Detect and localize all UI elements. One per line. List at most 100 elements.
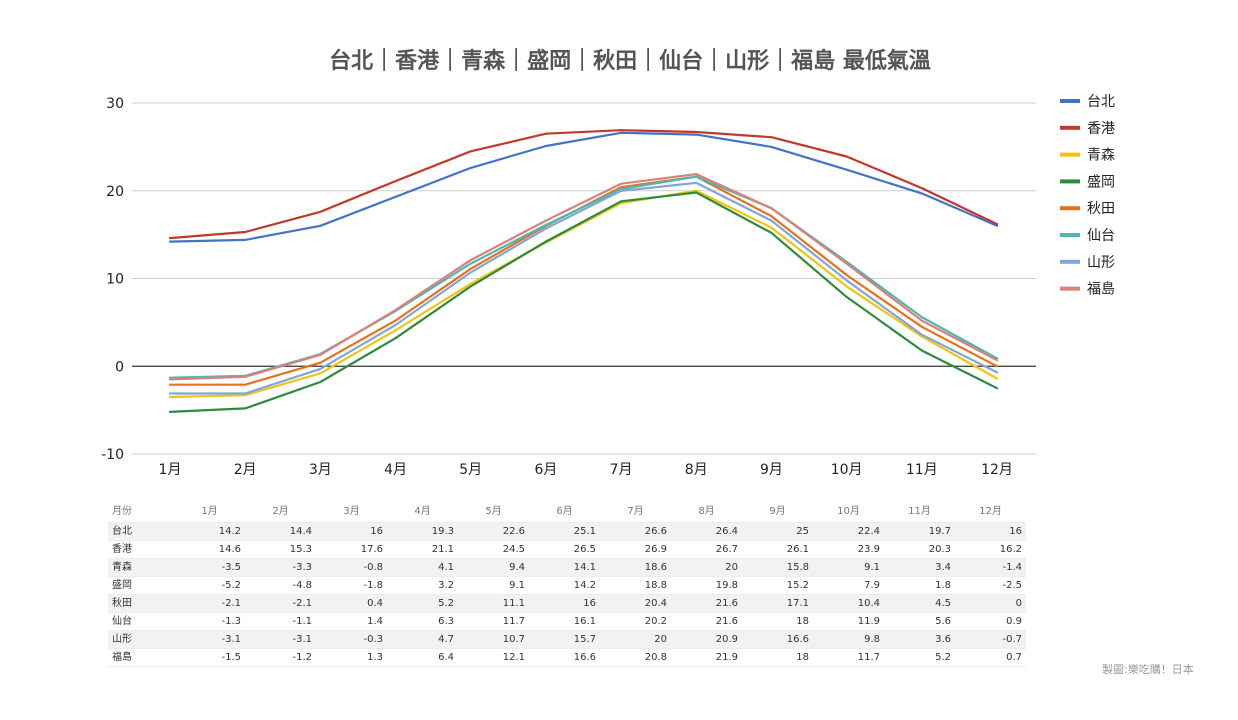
legend-swatch <box>1060 259 1080 264</box>
legend-label: 青森 <box>1087 148 1115 164</box>
table-cell: 16 <box>529 594 600 613</box>
table-cell: 18 <box>796 616 809 627</box>
table-cell: 16 <box>955 522 1026 541</box>
table-cell: 1.3 <box>367 652 383 663</box>
y-tick-label: 0 <box>115 359 124 375</box>
table-cell: 6.3 <box>438 616 454 627</box>
table-cell: 20.4 <box>600 594 671 613</box>
table-cell: 21.6 <box>671 594 742 613</box>
table-row: 香港 14.6 15.3 17.6 21.1 24.5 26.5 26.9 26.7 26.1 23… <box>108 541 1026 559</box>
series-line-1 <box>168 131 999 243</box>
table-cell: -1.2 <box>292 652 312 663</box>
table-header-month: 2月 <box>272 505 289 517</box>
legend-label: 山形 <box>1087 255 1115 271</box>
table-cell: 1.8 <box>935 580 951 591</box>
table-cell: 20.9 <box>671 630 742 649</box>
table-cell: 21.9 <box>715 652 738 663</box>
table-cell: 10.7 <box>458 630 529 649</box>
table-cell: 20 <box>671 558 742 577</box>
x-tick-label: 12月 <box>981 462 1013 478</box>
table-cell: -2.5 <box>1002 580 1022 591</box>
legend-label: 盛岡 <box>1087 174 1115 190</box>
table-row: 山形 -3.1 -3.1 -0.3 4.7 10.7 15.7 20 20.9 16.6 9.8 3.… <box>108 630 1026 649</box>
table-cell: -0.7 <box>955 630 1026 649</box>
series-line-2 <box>168 129 999 240</box>
table-cell: 18.6 <box>600 558 671 577</box>
table-cell: 25.1 <box>529 522 600 541</box>
table-cell: 26.6 <box>600 522 671 541</box>
table-cell: 26.7 <box>715 544 738 555</box>
table-cell: -1.4 <box>955 558 1026 577</box>
legend-label: 香港 <box>1087 121 1115 137</box>
legend-swatch <box>1060 99 1080 103</box>
table-cell: 4.1 <box>387 558 458 577</box>
x-tick-label: 6月 <box>534 462 557 478</box>
table-cell: 20.2 <box>644 616 667 627</box>
table-cell: 26.1 <box>786 544 809 555</box>
table-cell: 14.2 <box>174 522 245 541</box>
table-cell: 11.7 <box>857 652 880 663</box>
table-row: 青森 -3.5 -3.3 -0.8 4.1 9.4 14.1 18.6 20 15.8 9.1 3.4… <box>108 558 1026 577</box>
table-row-city: 青森 <box>108 558 174 577</box>
table-header-month: 4月 <box>414 505 431 517</box>
table-row: 仙台 -1.3 -1.1 1.4 6.3 11.7 16.1 20.2 21.6 18 11.9 5.… <box>108 613 1026 631</box>
x-tick-label: 10月 <box>831 462 863 478</box>
table-cell: -5.2 <box>221 580 241 591</box>
x-axis-ticks: 1月 2月 3月 4月 5月 6月 7月 8月 9月 10月 11月 12月 <box>159 462 1013 478</box>
table-row: 盛岡 -5.2 -4.8 -1.8 3.2 9.1 14.2 18.8 19.8 15.2 7.9 1… <box>108 577 1026 595</box>
table-header-row: 月份 1月 2月 3月 4月 5月 6月 7月 8月 9月 10月 11月 12月 <box>108 500 1026 523</box>
series-line-4 <box>168 191 999 413</box>
y-tick-label: -10 <box>101 447 124 463</box>
table-row-city: 福島 <box>112 652 132 663</box>
table-cell: 20.3 <box>928 544 951 555</box>
table-cell: 23.9 <box>857 544 880 555</box>
y-tick-label: 20 <box>106 184 124 200</box>
legend-label: 秋田 <box>1087 201 1115 217</box>
table-cell: -1.3 <box>221 616 241 627</box>
table-cell: -2.1 <box>174 594 245 613</box>
series-line-8 <box>168 173 999 381</box>
table-row: 台北 14.2 14.4 16 19.3 22.6 25.1 26.6 26.4 25 22.4 19… <box>108 522 1026 541</box>
credit-text: 製圖:樂吃購！日本 <box>1102 663 1194 676</box>
series-line-6 <box>168 175 999 379</box>
table-cell: -3.1 <box>245 630 316 649</box>
table-cell: 3.2 <box>438 580 454 591</box>
chart-title: 台北｜香港｜青森｜盛岡｜秋田｜仙台｜山形｜福島 最低氣溫 <box>329 48 931 74</box>
table-cell: -0.8 <box>316 558 387 577</box>
y-axis-ticks: -10 0 10 20 30 <box>101 96 124 463</box>
x-tick-label: 3月 <box>309 462 332 478</box>
table-cell: 18.8 <box>644 580 667 591</box>
table-header-month: 10月 <box>837 505 860 517</box>
table-header-month-label: 月份 <box>112 505 132 517</box>
table-cell: -2.1 <box>245 594 316 613</box>
table-cell: 14.2 <box>573 580 596 591</box>
legend-swatch <box>1060 286 1080 291</box>
legend-label: 福島 <box>1087 282 1115 298</box>
table-cell: 9.1 <box>509 580 525 591</box>
table-cell: -3.5 <box>174 558 245 577</box>
table-cell: 22.4 <box>813 522 884 541</box>
table-header-month: 11月 <box>908 505 931 517</box>
table-cell: 19.8 <box>715 580 738 591</box>
table-cell: 4.5 <box>884 594 955 613</box>
table-cell: 24.5 <box>502 544 525 555</box>
line-chart: 台北｜香港｜青森｜盛岡｜秋田｜仙台｜山形｜福島 最低氣溫 -100102030 … <box>101 48 1115 478</box>
table-cell: -1.1 <box>292 616 312 627</box>
legend-swatch <box>1060 206 1080 211</box>
x-tick-label: 7月 <box>610 462 633 478</box>
legend-swatch <box>1060 125 1080 130</box>
table-cell: 15.2 <box>786 580 809 591</box>
table-cell: -1.8 <box>363 580 383 591</box>
legend-swatch <box>1060 179 1080 184</box>
table-cell: 4.7 <box>387 630 458 649</box>
legend-swatch <box>1060 233 1080 237</box>
table-header-month: 6月 <box>556 505 573 517</box>
table-header-month: 5月 <box>485 505 502 517</box>
table-cell: 18 <box>796 652 809 663</box>
table-cell: 25 <box>742 522 813 541</box>
table-cell: 3.6 <box>884 630 955 649</box>
x-tick-label: 2月 <box>234 462 257 478</box>
x-tick-label: 11月 <box>906 462 938 478</box>
table-cell: 16 <box>316 522 387 541</box>
table-cell: 5.2 <box>387 594 458 613</box>
